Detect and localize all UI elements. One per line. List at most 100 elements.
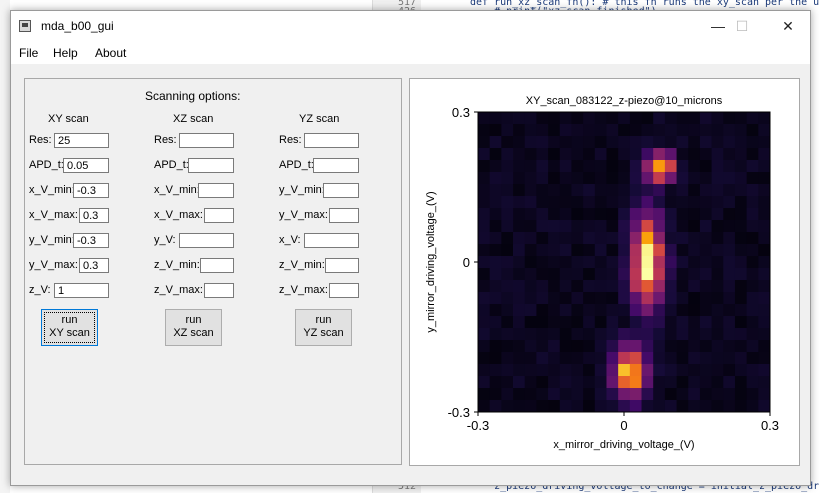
heatmap-cell — [606, 388, 619, 401]
xy-z-v-label: z_V: — [29, 284, 51, 296]
heatmap-cell — [758, 208, 771, 221]
heatmap-cell — [688, 220, 701, 233]
menu-file[interactable]: File — [19, 46, 39, 60]
xy-apd-t-label: APD_t: — [29, 159, 64, 171]
menu-about[interactable]: About — [95, 46, 127, 60]
heatmap-cell — [758, 256, 771, 269]
heatmap-cell — [699, 208, 712, 221]
title-bar[interactable]: mda_b00_gui — ☐ ✕ — [11, 11, 810, 42]
heatmap-cell — [513, 388, 526, 401]
run-yz-scan-button[interactable]: run YZ scan — [295, 309, 352, 346]
heatmap-cell — [653, 340, 666, 353]
heatmap-cell — [513, 232, 526, 245]
heatmap-cell — [699, 340, 712, 353]
heatmap-cell — [734, 364, 748, 377]
heatmap-cell — [723, 136, 736, 149]
heatmap-cell — [583, 364, 596, 377]
heatmap-cell — [758, 280, 771, 293]
heatmap-cell — [664, 328, 677, 341]
heatmap-cell — [734, 220, 748, 233]
heatmap-cell — [676, 292, 689, 305]
yz-res-input[interactable] — [304, 133, 359, 148]
heatmap-cell — [711, 124, 724, 137]
heatmap-cell — [571, 112, 584, 125]
yz-apd-t-input[interactable] — [313, 158, 359, 173]
heatmap-cell — [618, 160, 631, 173]
yz-z-v-max-input[interactable] — [329, 283, 359, 298]
heatmap-cell — [618, 340, 631, 353]
yz-y-v-max-input[interactable] — [329, 208, 359, 223]
heatmap-cell — [629, 400, 642, 413]
yz-x-v-input[interactable] — [304, 233, 359, 248]
heatmap-cell — [559, 280, 572, 293]
heatmap-cell — [723, 172, 736, 185]
heatmap-cell — [524, 160, 537, 173]
heatmap-cell — [513, 316, 526, 329]
heatmap-cell — [571, 328, 584, 341]
app-window: mda_b00_gui — ☐ ✕ File Help About Scanni… — [10, 10, 811, 486]
heatmap-cell — [513, 280, 526, 293]
y-tick-label: -0.3 — [448, 405, 470, 420]
xy-x-v-max-input[interactable] — [79, 208, 109, 223]
xy-res-input[interactable] — [54, 133, 109, 148]
heatmap-cell — [594, 112, 607, 125]
run-xz-scan-button[interactable]: run XZ scan — [165, 309, 222, 346]
heatmap-cell — [478, 184, 491, 197]
heatmap-cell — [536, 304, 549, 317]
background-left-strip — [0, 0, 10, 493]
menu-help[interactable]: Help — [53, 46, 78, 60]
heatmap-cell — [699, 376, 712, 389]
yz-z-v-min-input[interactable] — [325, 258, 359, 273]
xz-z-v-max-input[interactable] — [204, 283, 234, 298]
heatmap-cell — [513, 364, 526, 377]
heatmap-cell — [478, 316, 491, 329]
heatmap-cell — [489, 388, 502, 401]
run-xy-scan-button[interactable]: run XY scan — [41, 309, 98, 346]
close-button[interactable]: ✕ — [782, 18, 794, 34]
xz-z-v-min-input[interactable] — [200, 258, 234, 273]
heatmap-cell — [641, 400, 654, 413]
xz-y-v-input[interactable] — [179, 233, 234, 248]
maximize-button[interactable]: ☐ — [735, 18, 749, 34]
heatmap-cell — [524, 292, 537, 305]
xz-x-v-min-input[interactable] — [198, 183, 234, 198]
heatmap-cell — [571, 304, 584, 317]
heatmap-cell — [734, 172, 748, 185]
xy-apd-t-input[interactable] — [63, 158, 109, 173]
heatmap-cell — [536, 388, 549, 401]
heatmap-cell — [676, 112, 689, 125]
heatmap-cell — [501, 256, 514, 269]
heatmap-cell — [559, 376, 572, 389]
heatmap-cell — [513, 136, 526, 149]
heatmap-cell — [734, 184, 748, 197]
heatmap-cell — [629, 292, 642, 305]
heatmap-cell — [653, 244, 666, 257]
heatmap-cell — [513, 208, 526, 221]
heatmap-cell — [501, 148, 514, 161]
heatmap-cell — [489, 340, 502, 353]
heatmap-cell — [734, 340, 748, 353]
heatmap-cell — [653, 280, 666, 293]
heatmap-cell — [559, 112, 572, 125]
xy-x-v-min-input[interactable] — [73, 183, 109, 198]
xy-z-v-input[interactable] — [54, 283, 109, 298]
heatmap-cell — [653, 172, 666, 185]
heatmap-cell — [664, 376, 677, 389]
heatmap-cell — [734, 292, 748, 305]
heatmap-cell — [606, 280, 619, 293]
heatmap-cell — [571, 220, 584, 233]
xz-apd-t-input[interactable] — [188, 158, 234, 173]
heatmap-cell — [734, 124, 748, 137]
xy-y-v-min-input[interactable] — [73, 233, 109, 248]
yz-z-v-max-label: z_V_max: — [279, 284, 328, 296]
xz-res-input[interactable] — [179, 133, 234, 148]
heatmap-cell — [524, 220, 537, 233]
xz-x-v-max-input[interactable] — [204, 208, 234, 223]
yz-y-v-min-input[interactable] — [323, 183, 359, 198]
heatmap-cell — [746, 316, 759, 329]
code-line: def run_xz_scan_fn(): # this fn runs the… — [470, 0, 820, 8]
xy-y-v-max-input[interactable] — [79, 258, 109, 273]
heatmap-cell — [513, 184, 526, 197]
minimize-button[interactable]: — — [711, 18, 725, 34]
xy-x-v-max-label: x_V_max: — [29, 209, 78, 221]
